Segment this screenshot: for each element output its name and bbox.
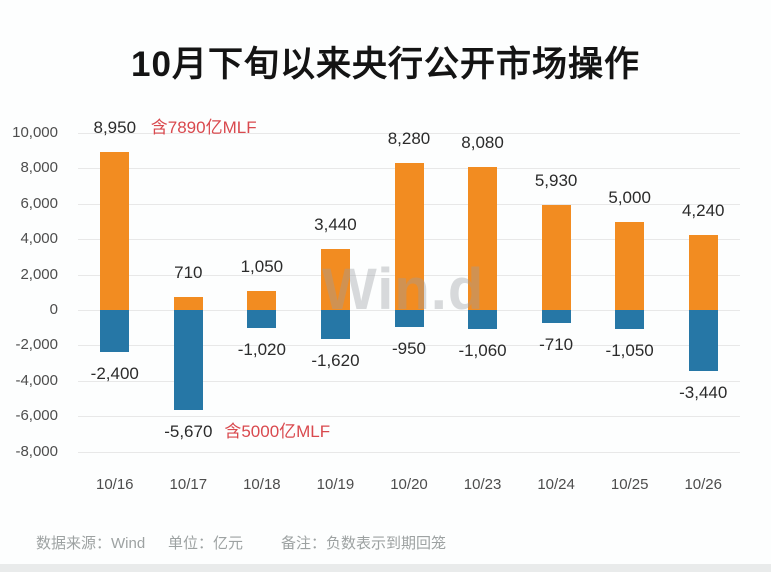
bar-value-label-positive: 8,080 xyxy=(461,132,504,152)
y-tick-label: 8,000 xyxy=(20,159,58,177)
bar-positive xyxy=(173,297,203,310)
gridline xyxy=(78,345,740,347)
x-tick-label: 10/20 xyxy=(390,476,428,493)
bar-value-label-negative: -3,440 xyxy=(679,382,728,402)
x-tick-label: 10/18 xyxy=(243,476,281,493)
bar-value-label-negative: -1,050 xyxy=(605,340,654,360)
bar-positive xyxy=(615,221,645,310)
bar-negative xyxy=(247,310,277,329)
bar-value-label-positive: 710 xyxy=(174,263,203,283)
footer-data-source: 数据来源：Wind xyxy=(36,535,146,552)
bar-negative xyxy=(173,310,203,411)
bar-negative xyxy=(468,310,498,329)
gridline xyxy=(78,451,740,453)
bar-positive xyxy=(541,205,571,310)
bar-positive xyxy=(247,291,277,310)
x-tick-label: 10/16 xyxy=(95,476,134,493)
bar-positive xyxy=(394,163,424,310)
y-tick-label: -8,000 xyxy=(15,442,58,460)
bar-value-label-positive: 8,950 xyxy=(93,117,137,137)
x-tick-label: 10/26 xyxy=(684,476,722,493)
chart-title: 10月下旬以来央行公开市场操作 xyxy=(131,45,640,84)
bar-negative xyxy=(615,310,645,329)
bar-positive xyxy=(100,151,130,310)
gridline xyxy=(78,416,740,418)
y-tick-label: 10,000 xyxy=(12,124,58,141)
y-tick-label: 2,000 xyxy=(20,265,58,283)
x-tick-label: 10/23 xyxy=(463,476,502,493)
y-tick-label: 0 xyxy=(49,301,58,318)
y-tick-label: -4,000 xyxy=(15,371,58,389)
bar-value-label-negative: -5,670 xyxy=(164,422,213,442)
bar-value-label-negative: -1,620 xyxy=(311,350,360,370)
bar-negative xyxy=(100,310,130,353)
footer-note: 备注：负数表示到期回笼 xyxy=(281,535,447,552)
bar-value-label-negative: -1,020 xyxy=(237,340,286,360)
bar-negative xyxy=(320,310,350,339)
bar-negative xyxy=(541,310,571,323)
x-tick-label: 10/19 xyxy=(316,476,355,493)
bar-positive xyxy=(320,249,350,310)
bar-positive xyxy=(468,166,498,310)
bar-positive xyxy=(688,234,718,310)
x-tick-label: 10/17 xyxy=(169,476,208,493)
bar-value-label-negative: -950 xyxy=(391,338,427,358)
bar-value-label-negative: -710 xyxy=(539,334,574,354)
footer-unit: 单位：亿元 xyxy=(168,535,244,552)
bar-negative xyxy=(394,310,424,327)
y-tick-label: -6,000 xyxy=(15,407,58,425)
gridline xyxy=(78,133,740,134)
bar-negative xyxy=(688,310,718,371)
gridline xyxy=(78,380,740,382)
x-tick-label: 10/24 xyxy=(537,476,575,493)
bar-value-label-positive: 3,440 xyxy=(314,215,357,235)
bar-value-label-positive: 5,930 xyxy=(534,171,578,191)
bar-value-label-positive: 4,240 xyxy=(681,200,725,220)
mlf-annotation: 含5000亿MLF xyxy=(224,422,331,442)
bar-value-label-positive: 1,050 xyxy=(240,257,284,277)
y-tick-label: 6,000 xyxy=(20,194,58,212)
y-tick-label: -2,000 xyxy=(15,336,58,354)
bar-value-label-positive: 8,280 xyxy=(387,129,431,149)
bar-value-label-negative: -1,060 xyxy=(458,340,507,360)
x-tick-label: 10/25 xyxy=(610,476,649,493)
bar-value-label-negative: -2,400 xyxy=(90,364,139,384)
y-tick-label: 4,000 xyxy=(20,230,58,248)
bottom-strip xyxy=(0,564,771,572)
bar-value-label-positive: 5,000 xyxy=(608,187,651,207)
mlf-annotation: 含7890亿MLF xyxy=(150,117,257,137)
